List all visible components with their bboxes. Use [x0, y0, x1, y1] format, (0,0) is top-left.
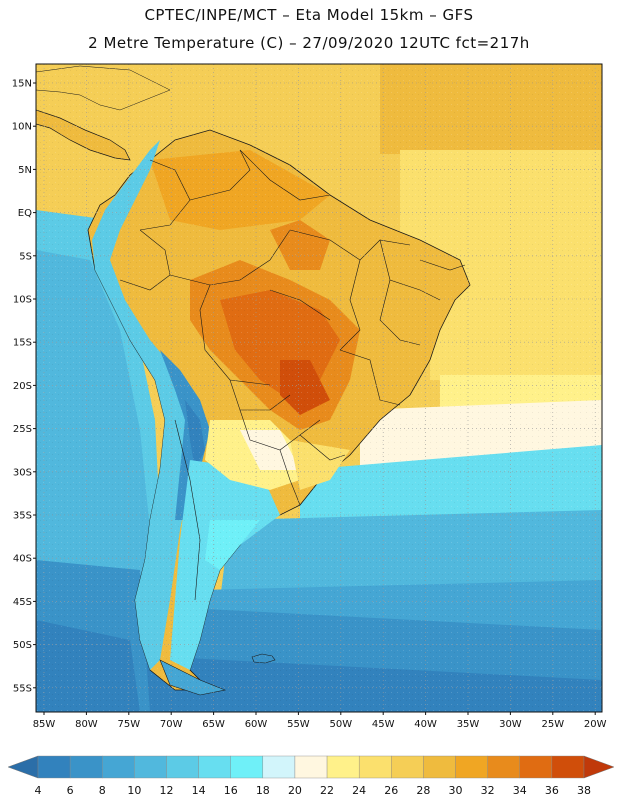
colorbar-label: 36 — [545, 784, 559, 797]
lon-tick-label: 60W — [245, 719, 268, 730]
colorbar-label: 4 — [35, 784, 42, 797]
lon-tick-label: 85W — [33, 719, 56, 730]
colorbar-label: 14 — [192, 784, 206, 797]
lat-tick-label: 15N — [12, 79, 32, 90]
lat-tick-label: 50S — [13, 640, 32, 651]
colorbar-label: 28 — [416, 784, 430, 797]
lat-tick-label: 40S — [13, 554, 32, 565]
lat-tick-label: EQ — [18, 208, 32, 219]
lat-tick-label: 30S — [13, 467, 32, 478]
lon-tick-label: 35W — [457, 719, 480, 730]
colorbar-swatch — [102, 755, 135, 779]
colorbar-swatch — [455, 755, 488, 779]
lat-tick-label: 45S — [13, 597, 32, 608]
lon-tick-label: 45W — [372, 719, 395, 730]
colorbar-label: 16 — [224, 784, 238, 797]
colorbar-swatch — [134, 755, 167, 779]
lon-tick-label: 25W — [541, 719, 564, 730]
colorbar-swatch — [230, 755, 264, 779]
colorbar-label: 24 — [352, 784, 366, 797]
colorbar-swatch — [487, 755, 520, 779]
lat-tick-label: 10N — [12, 122, 32, 133]
colorbar-label: 6 — [67, 784, 74, 797]
lon-tick-label: 65W — [202, 719, 225, 730]
colorbar-swatch — [262, 755, 296, 779]
colorbar-swatch — [69, 755, 103, 779]
lat-tick-label: 5S — [19, 251, 32, 262]
colorbar-label: 20 — [288, 784, 302, 797]
colorbar-swatch — [519, 755, 553, 779]
lon-tick-label: 50W — [329, 719, 352, 730]
lat-tick-label: 55S — [13, 683, 32, 694]
lon-tick-label: 40W — [414, 719, 437, 730]
colorbar: 4 6 8 10 12 14 16 18 20 22 24 26 28 30 32 34 36 38 — [7, 755, 615, 797]
colorbar-swatch — [551, 755, 585, 779]
colorbar-swatch — [423, 755, 456, 779]
lon-tick-label: 75W — [117, 719, 140, 730]
temperature-field — [36, 64, 602, 712]
colorbar-arrow-left — [7, 755, 39, 779]
lat-tick-label: 10S — [13, 295, 32, 306]
lat-tick-label: 15S — [13, 338, 32, 349]
map-title: CPTEC/INPE/MCT – Eta Model 15km – GFS — [144, 6, 474, 24]
lon-tick-label: 20W — [584, 719, 607, 730]
lat-tick-label: 35S — [13, 511, 32, 522]
colorbar-label: 22 — [320, 784, 334, 797]
colorbar-swatch — [358, 755, 392, 779]
colorbar-label: 30 — [449, 784, 463, 797]
colorbar-arrow-right — [583, 755, 615, 779]
colorbar-label: 18 — [256, 784, 270, 797]
axis-ticks: 15N 10N 5N EQ 5S 10S 15S 20S 25S 30S 35S 40S 45S 50S 5… — [12, 79, 607, 731]
lat-lon-grid — [36, 64, 602, 712]
colorbar-swatch — [37, 755, 71, 779]
lon-tick-label: 80W — [75, 719, 98, 730]
map-subtitle: 2 Metre Temperature (C) – 27/09/2020 12U… — [88, 34, 530, 52]
lon-tick-label: 30W — [499, 719, 522, 730]
colorbar-swatch — [326, 755, 360, 779]
colorbar-label: 32 — [481, 784, 495, 797]
lat-tick-label: 5N — [18, 165, 32, 176]
colorbar-label: 34 — [513, 784, 527, 797]
colorbar-label: 38 — [577, 784, 591, 797]
colorbar-label: 12 — [159, 784, 173, 797]
colorbar-label: 10 — [127, 784, 141, 797]
colorbar-swatch — [198, 755, 231, 779]
colorbar-swatch — [294, 755, 328, 779]
lat-tick-label: 20S — [13, 381, 32, 392]
lat-tick-label: 25S — [13, 424, 32, 435]
lon-tick-label: 70W — [160, 719, 183, 730]
colorbar-label: 8 — [99, 784, 106, 797]
lon-tick-label: 55W — [287, 719, 310, 730]
colorbar-swatch — [391, 755, 424, 779]
colorbar-label: 26 — [384, 784, 398, 797]
map-frame — [35, 63, 603, 713]
colorbar-swatch — [166, 755, 199, 779]
